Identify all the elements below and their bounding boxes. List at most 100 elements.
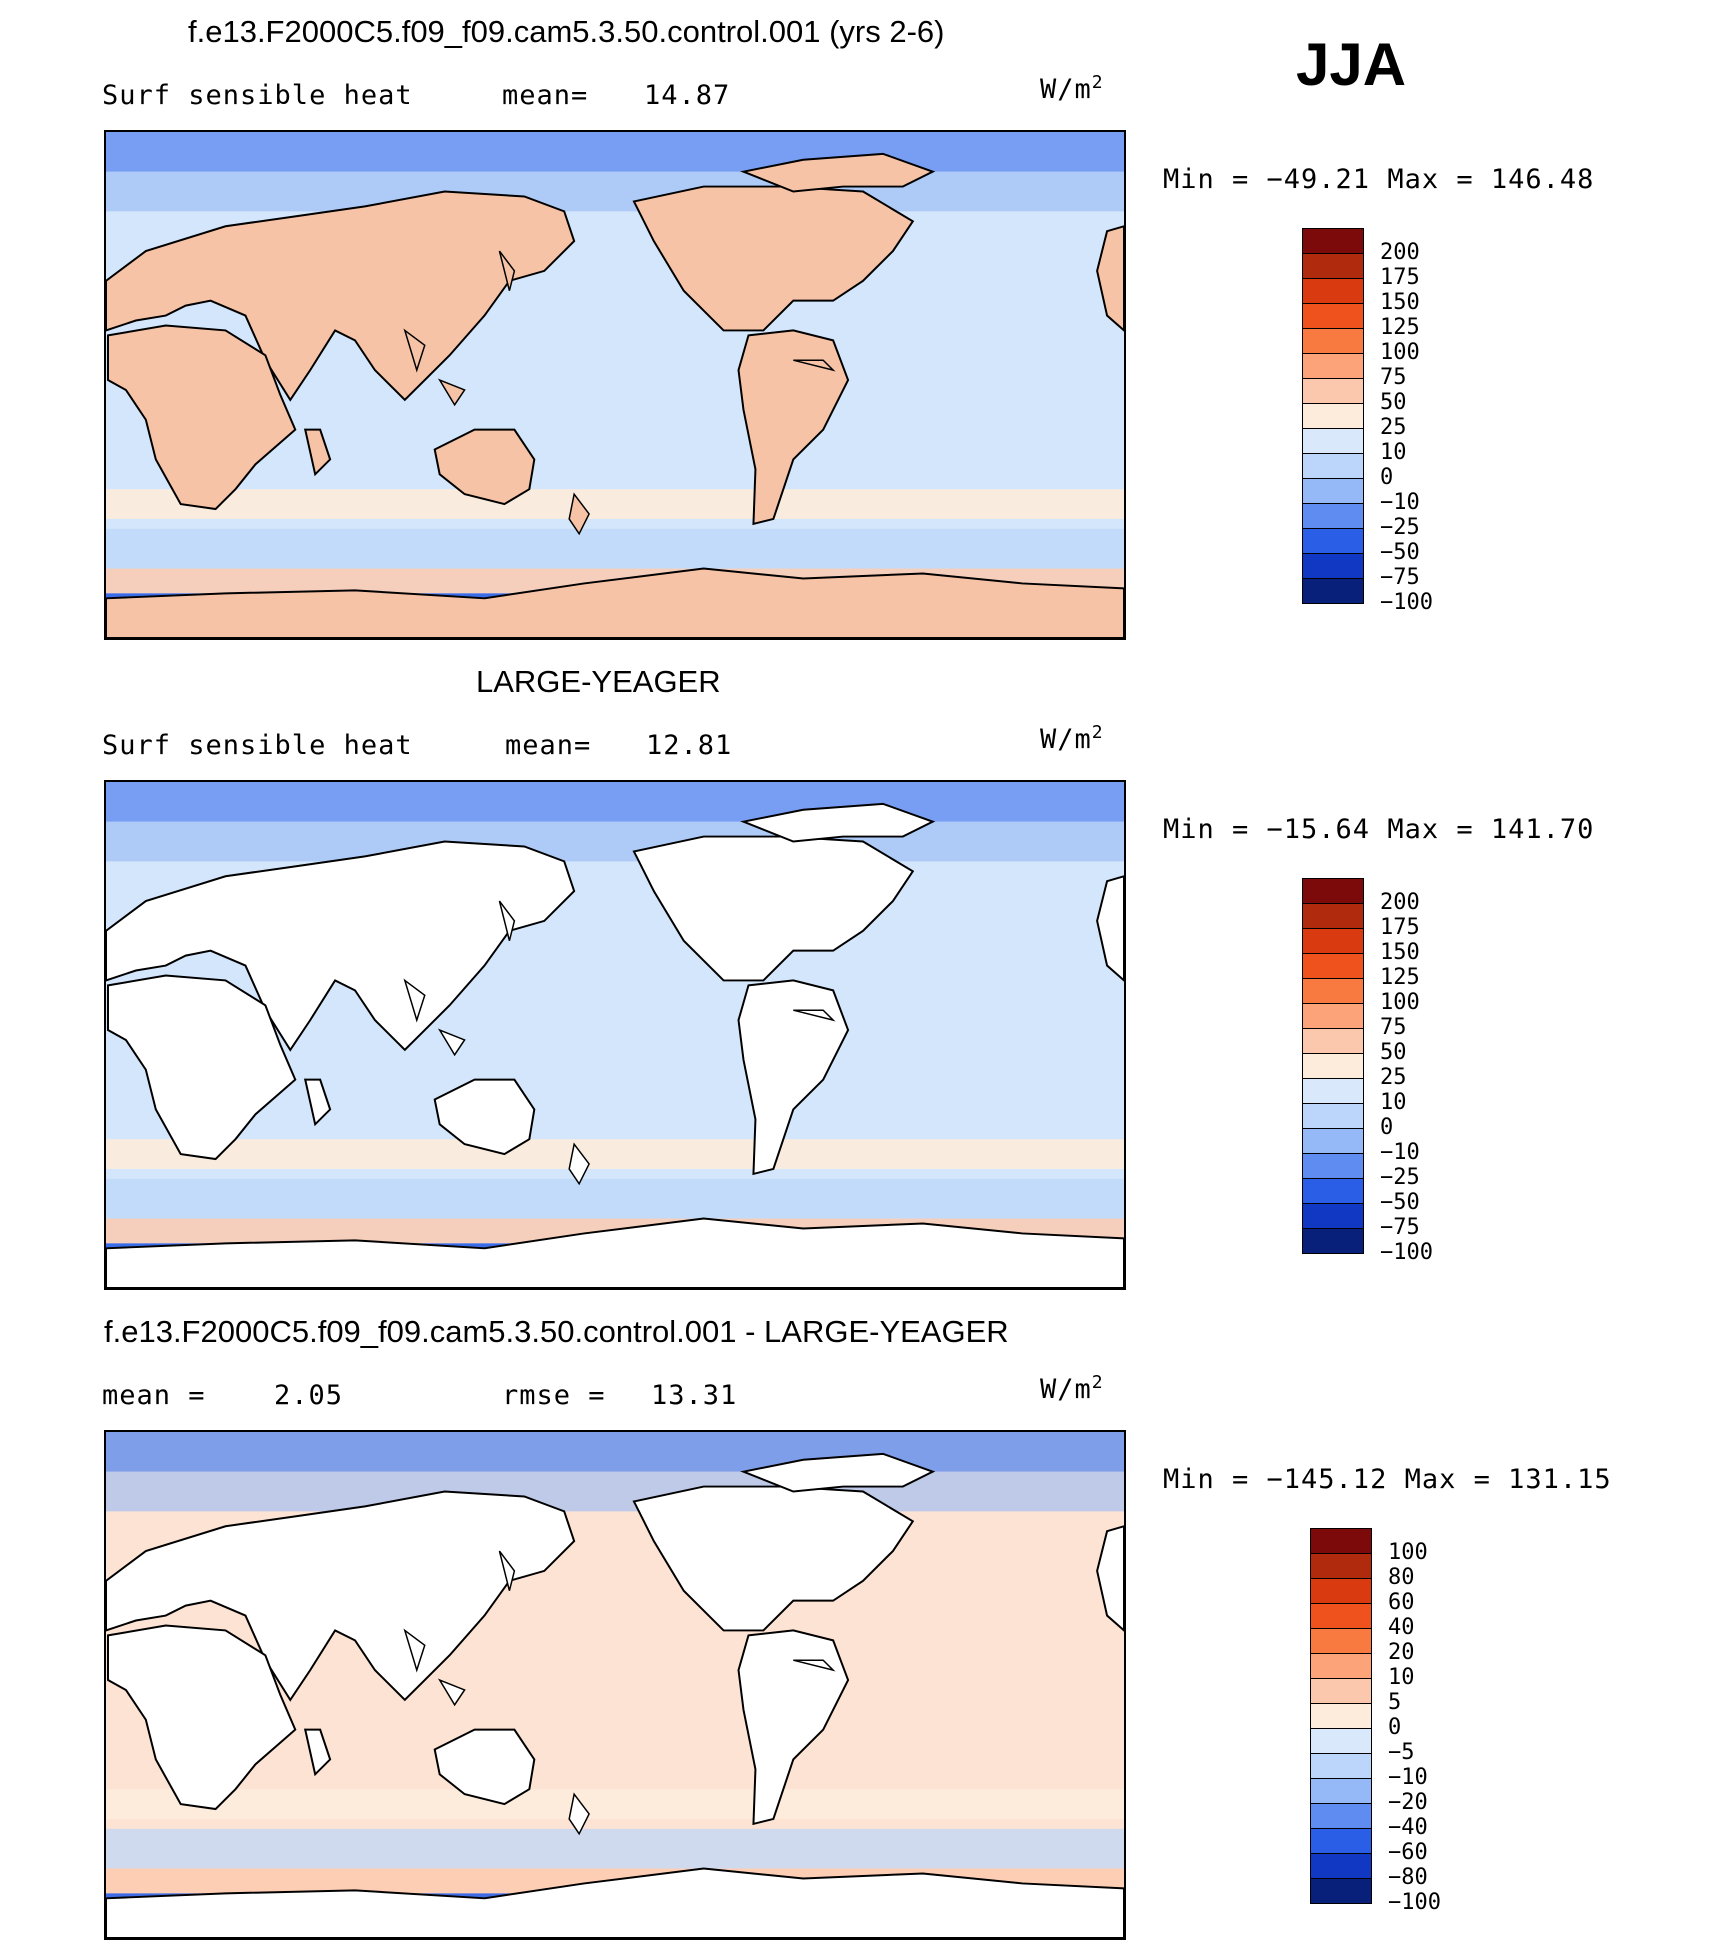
- colorbar-swatch: [1310, 1728, 1372, 1754]
- colorbar-tick-label: 100: [1380, 990, 1420, 1015]
- field-band: [106, 1789, 1124, 1819]
- field-band: [106, 171, 1124, 212]
- island-outline: [498, 900, 516, 941]
- continent-outline: [1096, 225, 1124, 332]
- colorbar-tick-label: 100: [1388, 1540, 1428, 1565]
- colorbar-swatch: [1302, 528, 1364, 554]
- continent-outline: [106, 567, 1124, 638]
- colorbar-tick-label: −10: [1380, 1140, 1420, 1165]
- colorbar-tick-label: 125: [1380, 965, 1420, 990]
- colorbar-tick-label: −10: [1388, 1765, 1428, 1790]
- panel-1-minmax: Min = −49.21 Max = 146.48: [1163, 164, 1595, 195]
- continent-outline: [106, 840, 576, 1052]
- colorbar-tick-label: 75: [1380, 365, 1407, 390]
- panel-1-title: f.e13.F2000C5.f09_f09.cam5.3.50.control.…: [188, 14, 945, 49]
- colorbar-swatch: [1310, 1753, 1372, 1779]
- continent-outline: [303, 428, 332, 477]
- colorbar-swatch: [1302, 1128, 1364, 1154]
- continent-outline: [106, 324, 297, 511]
- continent-outline: [740, 1452, 936, 1493]
- field-band: [106, 528, 1124, 569]
- colorbar-swatch: [1302, 503, 1364, 529]
- panel-1-variable-label: Surf sensible heat: [102, 80, 413, 111]
- continent-outline: [303, 1078, 332, 1127]
- colorbar-tick-label: 0: [1380, 465, 1394, 490]
- colorbar-swatch: [1302, 228, 1364, 254]
- colorbar-swatch: [1302, 553, 1364, 579]
- colorbar-tick-label: 10: [1388, 1665, 1415, 1690]
- colorbar-swatch: [1310, 1578, 1372, 1604]
- panel-3-units: W/m2: [1040, 1372, 1104, 1405]
- colorbar-swatch: [1310, 1528, 1372, 1554]
- colorbar-swatch: [1302, 1178, 1364, 1204]
- panel-2-title: LARGE-YEAGER: [476, 664, 721, 699]
- colorbar-swatch: [1310, 1628, 1372, 1654]
- colorbar-tick-label: −40: [1388, 1815, 1428, 1840]
- colorbar-tick-label: 150: [1380, 940, 1420, 965]
- colorbar-tick-label: 0: [1380, 1115, 1394, 1140]
- colorbar-tick-label: 100: [1380, 340, 1420, 365]
- panel-3-minmax: Min = −145.12 Max = 131.15: [1163, 1464, 1612, 1495]
- colorbar-tick-label: −5: [1388, 1740, 1415, 1765]
- colorbar-tick-label: −100: [1380, 590, 1433, 615]
- colorbar-tick-label: 50: [1380, 1040, 1407, 1065]
- panel-3-title: f.e13.F2000C5.f09_f09.cam5.3.50.control.…: [104, 1314, 1009, 1349]
- colorbar-swatch: [1310, 1553, 1372, 1579]
- continent-outline: [106, 1217, 1124, 1288]
- panel-3-rmse-value: 13.31: [651, 1380, 738, 1411]
- colorbar-tick-label: −100: [1388, 1890, 1441, 1915]
- panel-3-mean-label: mean =: [102, 1380, 206, 1411]
- island-outline: [498, 250, 516, 291]
- island-outline: [793, 1659, 836, 1672]
- colorbar-tick-label: −75: [1380, 565, 1420, 590]
- colorbar-swatch: [1310, 1653, 1372, 1679]
- continent-outline: [106, 1624, 297, 1811]
- world-map: [106, 132, 1124, 638]
- colorbar-swatch: [1302, 253, 1364, 279]
- colorbar-tick-label: −25: [1380, 1165, 1420, 1190]
- colorbar-tick-label: 40: [1388, 1615, 1415, 1640]
- colorbar-tick-label: 200: [1380, 890, 1420, 915]
- continent-outline: [303, 1728, 332, 1777]
- panel-1-mean-value: 14.87: [644, 80, 731, 111]
- panel-3-map: [104, 1430, 1126, 1940]
- colorbar-tick-label: 60: [1388, 1590, 1415, 1615]
- island-outline: [568, 1142, 590, 1186]
- colorbar-swatch: [1310, 1778, 1372, 1804]
- field-band: [106, 1828, 1124, 1869]
- continent-outline: [737, 1629, 850, 1826]
- colorbar-swatch: [1310, 1828, 1372, 1854]
- colorbar-tick-label: −20: [1388, 1790, 1428, 1815]
- colorbar-tick-label: 150: [1380, 290, 1420, 315]
- colorbar-swatch: [1302, 353, 1364, 379]
- continent-outline: [1096, 1525, 1124, 1632]
- continent-outline: [433, 428, 536, 506]
- colorbar-swatch: [1302, 453, 1364, 479]
- colorbar-tick-label: 175: [1380, 915, 1420, 940]
- colorbar-swatch: [1302, 428, 1364, 454]
- island-outline: [437, 1678, 466, 1707]
- continent-outline: [433, 1728, 536, 1806]
- island-outline: [403, 328, 426, 373]
- panel-3-rmse-label: rmse =: [502, 1380, 606, 1411]
- season-label: JJA: [1296, 31, 1407, 98]
- colorbar-swatch: [1302, 1103, 1364, 1129]
- panel-2-mean-label: mean=: [505, 730, 592, 761]
- colorbar-swatch: [1310, 1878, 1372, 1904]
- colorbar-swatch: [1302, 878, 1364, 904]
- colorbar-swatch: [1302, 278, 1364, 304]
- island-outline: [793, 1009, 836, 1022]
- continent-outline: [106, 1867, 1124, 1938]
- continent-outline: [1096, 875, 1124, 982]
- colorbar-tick-label: 75: [1380, 1015, 1407, 1040]
- continent-outline: [737, 329, 850, 526]
- field-band: [106, 1432, 1124, 1472]
- panel-2-minmax: Min = −15.64 Max = 141.70: [1163, 814, 1595, 845]
- colorbar-tick-label: −100: [1380, 1240, 1433, 1265]
- colorbar-swatch: [1310, 1678, 1372, 1704]
- colorbar-tick-label: 125: [1380, 315, 1420, 340]
- colorbar-swatch: [1302, 1053, 1364, 1079]
- colorbar-tick-label: 5: [1388, 1690, 1402, 1715]
- colorbar-tick-label: 0: [1388, 1715, 1402, 1740]
- field-band: [106, 489, 1124, 519]
